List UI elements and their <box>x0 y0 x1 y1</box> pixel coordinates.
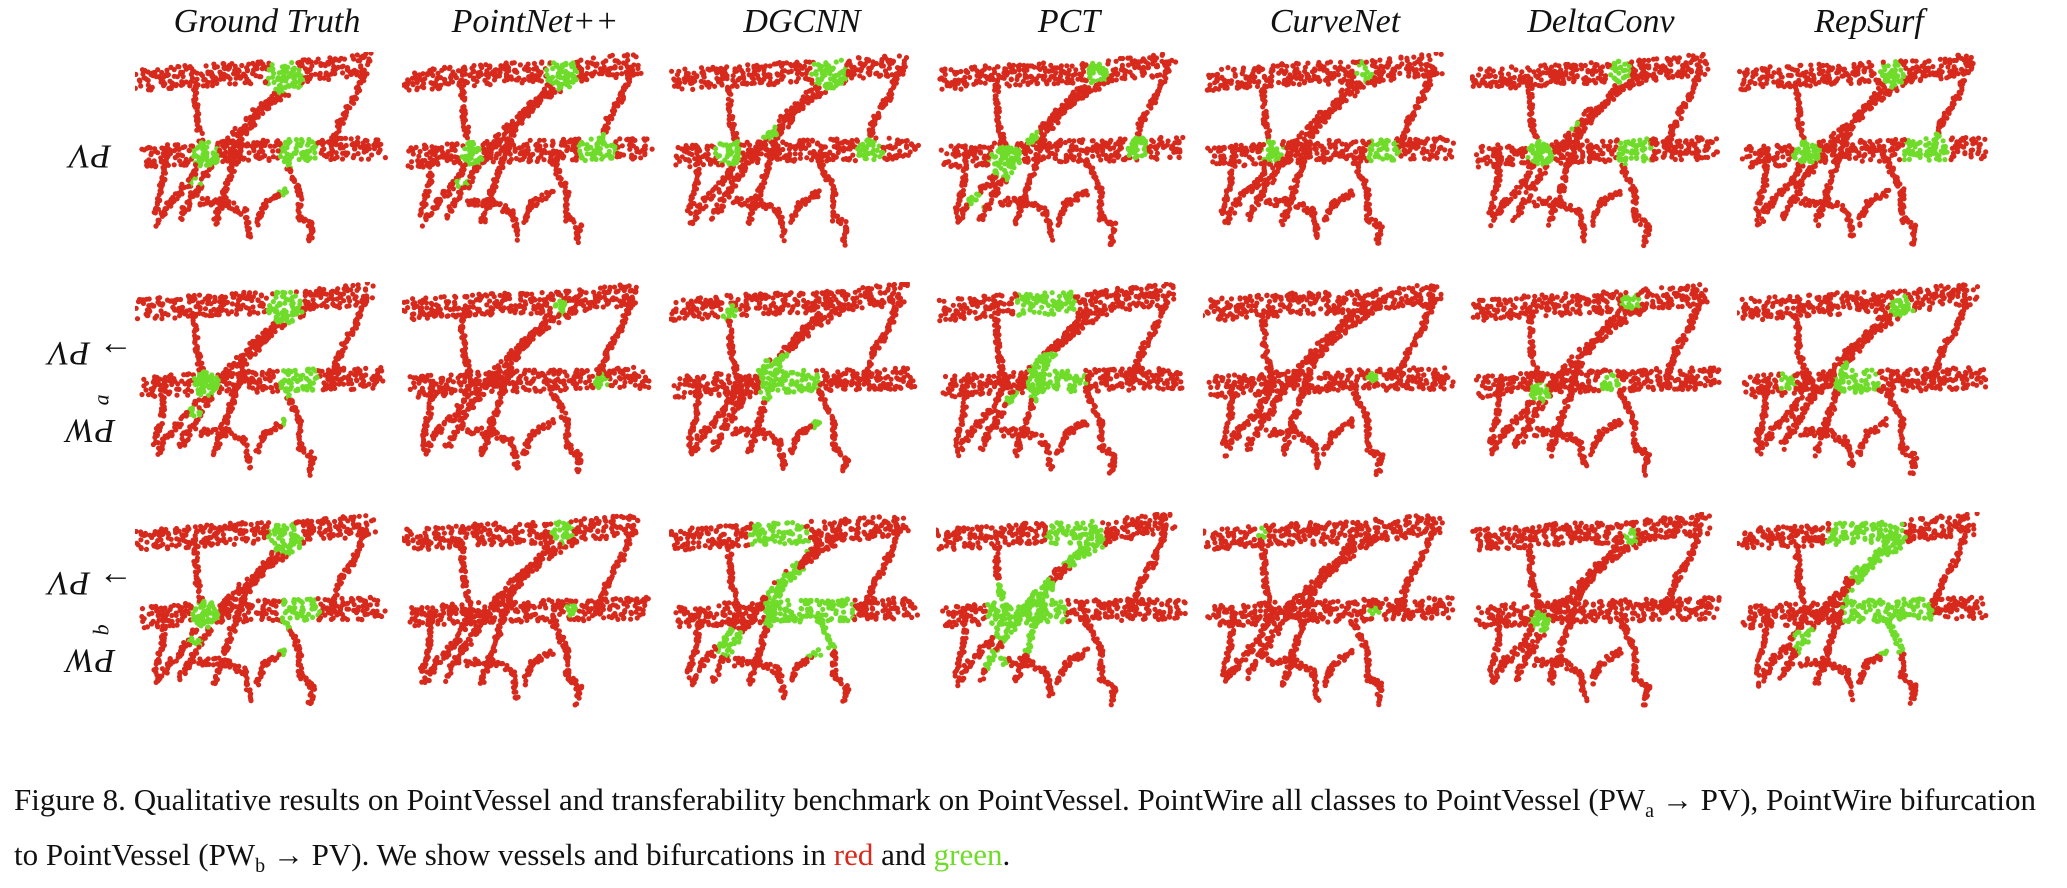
point-cloud-cell <box>135 512 395 712</box>
vessel-point-cloud <box>135 52 395 252</box>
vessel-point-cloud <box>1737 512 1997 712</box>
column-header-curvenet: CurveNet <box>1210 0 1460 44</box>
vessel-point-cloud <box>1470 52 1730 252</box>
point-cloud-cell <box>1203 282 1463 482</box>
point-cloud-cell <box>936 52 1196 252</box>
vessel-point-cloud <box>936 52 1196 252</box>
column-header-repsurf: RepSurf <box>1744 0 1994 44</box>
column-header-pointnet: PointNet++ <box>410 0 660 44</box>
vessel-point-cloud <box>669 52 929 252</box>
point-cloud-cell <box>936 512 1196 712</box>
vessel-point-cloud <box>1203 512 1463 712</box>
point-cloud-cell <box>669 512 929 712</box>
vessel-point-cloud <box>402 512 662 712</box>
point-cloud-cell <box>1737 282 1997 482</box>
point-cloud-cell <box>402 512 662 712</box>
vessel-point-cloud <box>1470 512 1730 712</box>
point-cloud-cell <box>1470 282 1730 482</box>
point-cloud-cell <box>1470 52 1730 252</box>
point-cloud-cell <box>936 282 1196 482</box>
point-cloud-cell <box>669 282 929 482</box>
green-word: green <box>934 837 1003 872</box>
vessel-point-cloud <box>135 282 395 482</box>
figure-caption: Figure 8. Qualitative results on PointVe… <box>14 778 2059 888</box>
point-cloud-cell <box>1737 52 1997 252</box>
vessel-point-cloud <box>936 512 1196 712</box>
vessel-point-cloud <box>669 282 929 482</box>
vessel-point-cloud <box>936 282 1196 482</box>
column-header-dgcnn: DGCNN <box>677 0 927 44</box>
vessel-point-cloud <box>1203 282 1463 482</box>
point-cloud-cell <box>1203 512 1463 712</box>
vessel-point-cloud <box>1737 52 1997 252</box>
row-header-pv: PV <box>58 55 128 255</box>
point-cloud-cell <box>402 282 662 482</box>
vessel-point-cloud <box>402 282 662 482</box>
point-cloud-cell <box>1203 52 1463 252</box>
row-header-pwb-pv: PWb → PV <box>58 512 128 712</box>
point-cloud-cell <box>669 52 929 252</box>
vessel-point-cloud <box>669 512 929 712</box>
vessel-point-cloud <box>402 52 662 252</box>
vessel-point-cloud <box>135 512 395 712</box>
point-cloud-cell <box>135 52 395 252</box>
vessel-point-cloud <box>1203 52 1463 252</box>
point-cloud-cell <box>1470 512 1730 712</box>
point-cloud-cell <box>1737 512 1997 712</box>
figure-label: Figure 8. <box>14 782 126 817</box>
column-header-pct: PCT <box>944 0 1194 44</box>
row-header-pwa-pv: PWa → PV <box>58 282 128 482</box>
vessel-point-cloud <box>1737 282 1997 482</box>
red-word: red <box>834 837 874 872</box>
point-cloud-cell <box>135 282 395 482</box>
vessel-point-cloud <box>1470 282 1730 482</box>
column-header-ground-truth: Ground Truth <box>142 0 392 44</box>
point-cloud-cell <box>402 52 662 252</box>
column-header-deltaconv: DeltaConv <box>1476 0 1726 44</box>
